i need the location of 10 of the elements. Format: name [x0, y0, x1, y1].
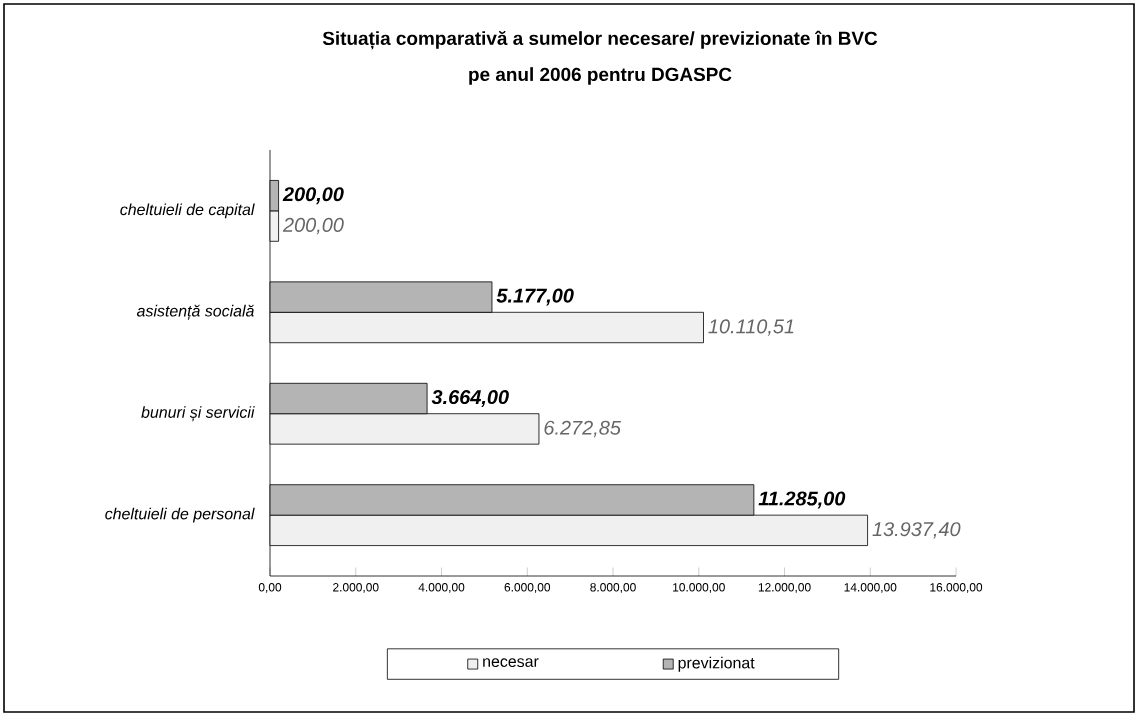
chart-subtitle: pe anul 2006 pentru DGASPC — [469, 67, 732, 85]
chart-title: Situația comparativă a sumelor necesare/ previzionate în BVC — [322, 30, 878, 50]
data-label: 6.272,85 — [544, 420, 621, 438]
data-label: 10.110,51 — [708, 319, 794, 336]
data-label: 200,00 — [282, 217, 344, 235]
data-label: 3.664,00 — [431, 390, 509, 408]
data-label: 200,00 — [282, 187, 344, 205]
data-label: 13.937,40 — [872, 522, 961, 539]
data-label: 11.285,00 — [758, 491, 846, 509]
data-label: 5.177,00 — [496, 288, 574, 306]
